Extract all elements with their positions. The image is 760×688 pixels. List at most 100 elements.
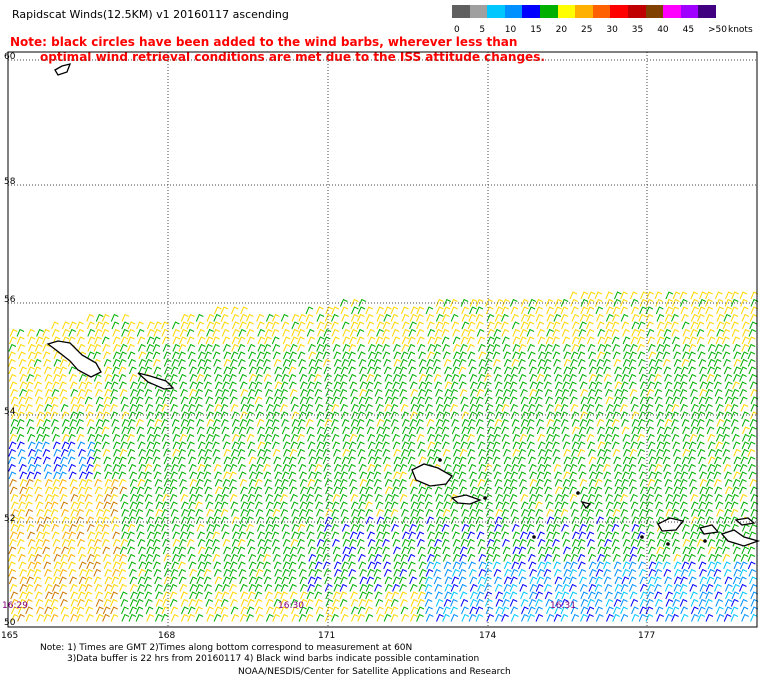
wind-barb (221, 531, 230, 540)
wind-barb (577, 456, 586, 465)
wind-barb (470, 591, 478, 600)
wind-barb (297, 321, 306, 330)
wind-barb (443, 493, 452, 502)
wind-barb (374, 591, 383, 600)
wind-barb (452, 456, 461, 465)
wind-barb (368, 343, 376, 352)
wind-barb (206, 328, 214, 337)
wind-barb (478, 471, 486, 480)
wind-barb (307, 441, 316, 450)
wind-barb (101, 313, 110, 322)
lat-lon-grid (8, 52, 757, 627)
wind-barb (145, 396, 153, 405)
wind-barb (298, 463, 307, 472)
wind-barb (433, 373, 442, 382)
wind-barb (706, 418, 714, 427)
wind-barb (679, 583, 688, 592)
wind-barb (26, 418, 34, 427)
wind-barb (144, 591, 153, 600)
wind-barb (273, 501, 281, 510)
wind-barb (186, 433, 195, 442)
wind-barb (596, 313, 604, 322)
wind-barb (25, 613, 34, 622)
wind-barb (43, 411, 52, 420)
wind-barb (450, 306, 458, 315)
wind-barb (146, 508, 154, 517)
wind-barb (418, 351, 427, 360)
wind-barb (433, 366, 441, 375)
wind-barb (299, 501, 308, 510)
wind-barb (637, 328, 645, 337)
wind-barb (356, 516, 365, 525)
wind-barb (705, 381, 714, 390)
wind-barb (68, 531, 77, 540)
wind-barb (741, 313, 750, 322)
wind-barb (272, 343, 281, 352)
wind-barb (716, 313, 725, 322)
wind-barb (475, 396, 484, 405)
wind-barb (461, 328, 469, 337)
wind-barb (214, 403, 223, 412)
wind-barb (707, 366, 715, 375)
island-st-paul (46, 340, 102, 378)
wind-barb (305, 606, 314, 615)
wind-barb (178, 343, 187, 352)
wind-barb (467, 553, 476, 562)
wind-barb (682, 538, 691, 547)
wind-barb (501, 418, 509, 427)
wind-barb (203, 561, 212, 570)
wind-barb (672, 591, 681, 600)
wind-barb (382, 321, 391, 330)
wind-barb (332, 493, 341, 502)
wind-barb (698, 501, 707, 510)
wind-barb (485, 508, 494, 517)
wind-barb (731, 591, 740, 600)
wind-barb (161, 328, 170, 337)
wind-barb (424, 381, 433, 390)
wind-barb (349, 531, 358, 540)
wind-barb (528, 456, 536, 465)
wind-barb (223, 456, 232, 465)
wind-barb (308, 358, 317, 367)
wind-barb (459, 486, 468, 495)
wind-barb (357, 313, 365, 322)
wind-barb (180, 418, 189, 427)
wind-barb (427, 433, 436, 442)
wind-barb (665, 388, 673, 397)
wind-barb (299, 373, 308, 382)
wind-barb (526, 321, 535, 330)
wind-barb (357, 508, 366, 517)
wind-barb (543, 568, 552, 577)
wind-barb (59, 388, 68, 397)
wind-barb (42, 531, 50, 540)
wind-barb (19, 583, 28, 592)
wind-barb (622, 366, 630, 375)
wind-barb (527, 306, 536, 315)
wind-barb (19, 373, 28, 382)
wind-barb (77, 336, 85, 345)
wind-barb (477, 538, 486, 547)
wind-barb (468, 613, 477, 622)
wind-barb (638, 516, 647, 525)
wind-barb (741, 321, 750, 330)
wind-barb (291, 523, 300, 532)
wind-barb (85, 606, 94, 615)
wind-barb (171, 456, 180, 465)
wind-barb (189, 366, 197, 375)
wind-barb (715, 336, 724, 345)
wind-barb (749, 381, 758, 390)
wind-barb (204, 553, 212, 562)
wind-barb (543, 456, 552, 465)
wind-barb (16, 516, 25, 525)
wind-barb (146, 418, 155, 427)
wind-barb (50, 516, 59, 525)
wind-barb (237, 351, 246, 360)
wind-barb (59, 463, 68, 472)
wind-barb (169, 576, 178, 585)
wind-barb (137, 381, 145, 390)
wind-barb (725, 291, 733, 300)
wind-barb (443, 501, 451, 510)
wind-barb (212, 418, 221, 427)
wind-barb (77, 591, 86, 600)
wind-barb (53, 358, 62, 367)
